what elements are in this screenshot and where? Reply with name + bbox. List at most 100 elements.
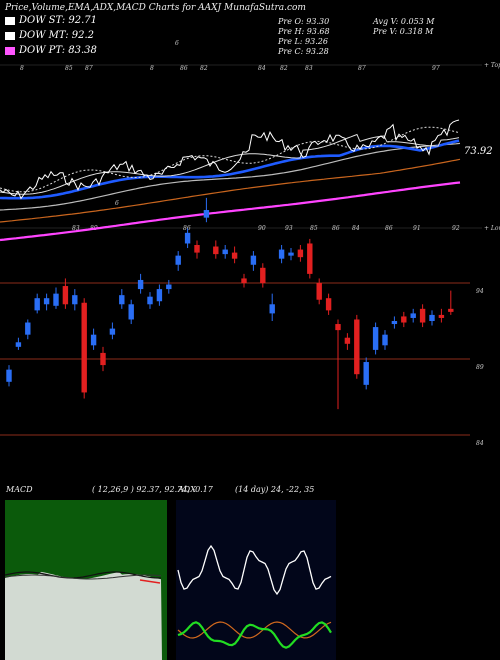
- stat-pre-low: Pre L: 93.26: [278, 37, 328, 46]
- adx-params: (14 day) 24, -22, 35: [235, 485, 315, 494]
- candle-body: [119, 295, 125, 305]
- candle-body: [335, 324, 341, 331]
- candle-body: [419, 308, 426, 323]
- candle-body: [325, 298, 332, 311]
- candle-body: [109, 328, 116, 335]
- legend-dow-mt: DOW MT: 92.2: [5, 30, 94, 41]
- candle-body: [203, 210, 210, 218]
- legend-label-pt: DOW PT: 83.38: [19, 45, 97, 56]
- candle-body: [25, 322, 31, 335]
- candle-body: [62, 286, 69, 305]
- low-marker: 93: [285, 225, 293, 232]
- level-label: 84: [476, 440, 484, 447]
- adx-minus-di-line: [177, 621, 332, 639]
- candle-body: [401, 316, 407, 323]
- ema-blue-line: [0, 139, 460, 200]
- candle-body: [34, 298, 40, 311]
- candle-body: [231, 252, 238, 259]
- low-marker: 84: [352, 225, 360, 232]
- candle-body: [137, 279, 144, 290]
- macd-histogram-area: [5, 571, 162, 660]
- candle-body: [90, 334, 97, 346]
- top-marker: 87: [358, 65, 366, 72]
- legend-swatch-pt: [5, 46, 15, 55]
- candle-body: [372, 327, 379, 350]
- candle-body: [53, 293, 59, 306]
- candle-body: [438, 314, 445, 318]
- legend-dow-pt: DOW PT: 83.38: [5, 45, 97, 56]
- tops-label: + Tops: [484, 62, 500, 69]
- candle-body: [15, 342, 22, 347]
- candles-group: [6, 197, 454, 410]
- candle-body: [278, 249, 285, 259]
- ema-dashed-line: [0, 126, 460, 193]
- adx-plus-di-line: [177, 621, 332, 649]
- candle-body: [43, 298, 50, 305]
- candle-body: [184, 232, 191, 244]
- candle-body: [363, 362, 369, 385]
- stat-pre-open: Pre O: 93.30: [278, 17, 330, 26]
- candle-body: [429, 314, 435, 321]
- legend-swatch-st: [5, 16, 15, 25]
- price-line: [0, 119, 460, 200]
- last-value-label: 73.92: [464, 146, 493, 157]
- top-marker: 83: [305, 65, 313, 72]
- low-marker: 86: [385, 225, 393, 232]
- macd-label: MACD: [6, 485, 33, 494]
- macd-tail-red: [139, 579, 161, 584]
- ema-grey-line: [0, 142, 461, 211]
- candle-body: [166, 284, 172, 290]
- low-marker: 92: [452, 225, 460, 232]
- top-marker: 87: [85, 65, 93, 72]
- macd-params: ( 12,26,9 ) 92.37, 92.74, -0.17: [92, 485, 213, 494]
- low-marker: 90: [258, 225, 266, 232]
- low-marker: 86: [183, 225, 191, 232]
- low-marker: 86: [332, 225, 340, 232]
- top-marker: 84: [258, 65, 266, 72]
- legend-label-mt: DOW MT: 92.2: [19, 30, 95, 41]
- top-marker: 8: [20, 65, 24, 72]
- low-marker: 83: [72, 225, 80, 232]
- adx-label: ADX: [178, 485, 196, 494]
- candle-body: [260, 267, 266, 283]
- legend-swatch-mt: [5, 31, 15, 40]
- candle-body: [316, 283, 322, 300]
- candle-body: [448, 308, 454, 312]
- candle-body: [213, 246, 219, 255]
- candle-body: [269, 304, 275, 314]
- low-marker: 91: [413, 225, 421, 232]
- low-marker: 85: [310, 225, 318, 232]
- candle-body: [391, 321, 398, 325]
- legend-dow-st: DOW ST: 92.71: [5, 15, 97, 26]
- candle-body: [222, 249, 228, 255]
- macd-line: [4, 571, 161, 579]
- candle-body: [241, 278, 247, 283]
- top-marker: 85: [65, 65, 73, 72]
- ema-short-line: [0, 133, 460, 195]
- level-label: 89: [476, 364, 484, 371]
- candle-body: [194, 245, 200, 253]
- stat-avg-volume: Avg V: 0.053 M: [373, 17, 435, 26]
- stat-pre-close: Pre C: 93.28: [278, 47, 329, 56]
- legend-label-st: DOW ST: 92.71: [19, 15, 98, 26]
- candle-body: [128, 304, 134, 320]
- candle-body: [147, 296, 153, 305]
- candle-body: [382, 334, 388, 346]
- top-marker: 8: [150, 65, 154, 72]
- level-label: 94: [476, 288, 484, 295]
- candle-body: [156, 289, 163, 302]
- chart-title: Price,Volume,EMA,ADX,MACD Charts for AAX…: [5, 3, 306, 13]
- top-marker: 97: [432, 65, 440, 72]
- candle-body: [297, 249, 304, 258]
- candle-body: [72, 295, 78, 305]
- lows-label: + Lows: [484, 225, 500, 232]
- candle-body: [175, 255, 181, 265]
- stat-pre-high: Pre H: 93.68: [278, 27, 330, 36]
- low-marker-small: 6: [115, 200, 119, 207]
- candle-body: [250, 255, 257, 265]
- top-marker: 82: [280, 65, 288, 72]
- ema-orange-line: [0, 158, 461, 223]
- stat-pre-volume: Pre V: 0.318 M: [373, 27, 434, 36]
- candle-body: [6, 369, 12, 382]
